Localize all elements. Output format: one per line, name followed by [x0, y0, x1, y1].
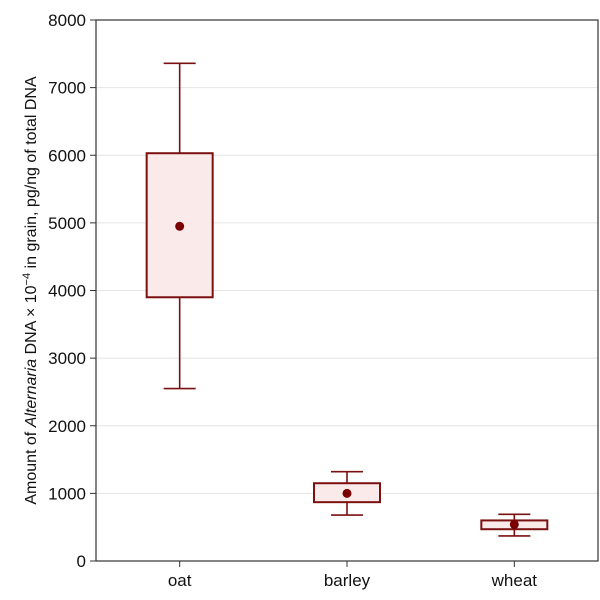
box-barley — [313, 470, 381, 516]
x-tick-label: wheat — [491, 571, 538, 590]
y-tick-label: 7000 — [48, 79, 86, 98]
x-tick-label: barley — [324, 571, 371, 590]
y-tick-label: 2000 — [48, 417, 86, 436]
tick-labels: 0 1000 2000 3000 4000 5000 6000 7000 8000 oat barl… — [48, 11, 537, 590]
mean-marker — [175, 221, 185, 231]
y-tick-label: 1000 — [48, 484, 86, 503]
y-axis-label-suffix: in grain, pg/ng of total DNA — [23, 76, 40, 273]
y-tick-label: 3000 — [48, 349, 86, 368]
y-axis-label-prefix: Amount of — [23, 427, 40, 504]
y-axis-label: Amount of Alternaria DNA × 10−4 in grain… — [21, 76, 40, 505]
y-axis-label-middle: DNA × 10 — [23, 285, 40, 358]
box-oat — [145, 62, 214, 390]
y-tick-label: 4000 — [48, 282, 86, 301]
boxes — [145, 62, 549, 537]
x-tick-label: oat — [168, 571, 192, 590]
y-tick-label: 5000 — [48, 214, 86, 233]
y-axis-label-superscript: −4 — [21, 273, 33, 286]
box-wheat — [480, 513, 549, 537]
mean-marker — [509, 519, 519, 529]
y-tick-label: 6000 — [48, 146, 86, 165]
mean-marker — [342, 488, 352, 498]
y-axis-label-italic: Alternaria — [23, 359, 40, 429]
y-tick-label: 8000 — [48, 11, 86, 30]
y-tick-label: 0 — [77, 552, 86, 571]
